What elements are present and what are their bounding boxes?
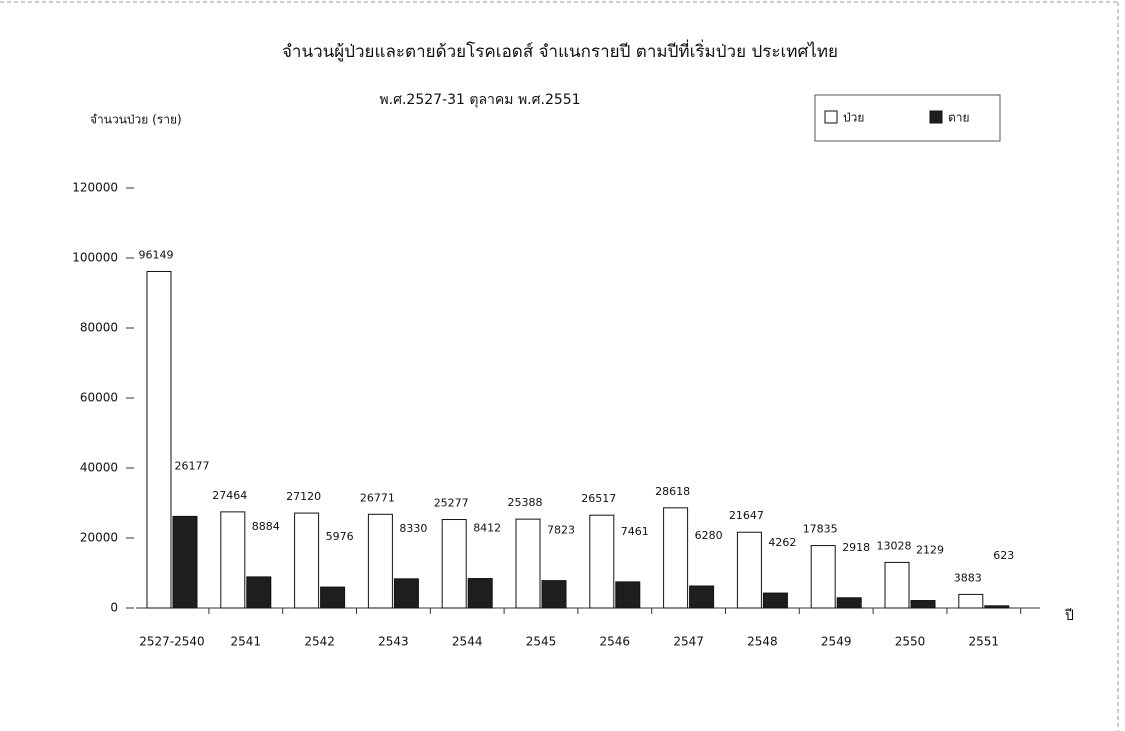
bar: [837, 598, 861, 608]
y-tick-label: 80000: [80, 321, 118, 335]
value-label: 8884: [252, 520, 280, 533]
bar: [542, 581, 566, 608]
value-label: 5976: [326, 530, 354, 543]
y-tick-label: 0: [110, 601, 118, 615]
legend-swatch: [825, 111, 837, 123]
bar: [468, 579, 492, 608]
value-label: 28618: [655, 485, 690, 498]
x-tick-label: 2541: [231, 635, 262, 649]
bar: [247, 577, 271, 608]
value-label: 7823: [547, 524, 575, 537]
value-label: 27120: [286, 490, 321, 503]
legend-label: ป่วย: [843, 111, 864, 125]
x-tick-label: 2527-2540: [139, 635, 204, 649]
x-tick-label: 2548: [747, 635, 778, 649]
value-label: 13028: [877, 539, 912, 552]
value-label: 21647: [729, 509, 764, 522]
y-axis-label: จำนวนป่วย (ราย): [90, 113, 182, 127]
value-label: 27464: [212, 489, 247, 502]
y-tick-label: 100000: [72, 251, 118, 265]
x-axis-label: ปี: [1065, 608, 1074, 624]
bar: [985, 606, 1009, 608]
value-label: 26517: [581, 492, 616, 505]
y-tick-label: 120000: [72, 181, 118, 195]
value-label: 2918: [842, 541, 870, 554]
x-tick-label: 2549: [821, 635, 852, 649]
bar: [394, 579, 418, 608]
bar: [690, 586, 714, 608]
bar: [221, 512, 245, 608]
legend-label: ตาย: [948, 111, 970, 125]
bar: [911, 601, 935, 608]
value-label: 3883: [954, 571, 982, 584]
value-label: 2129: [916, 544, 944, 557]
chart-title: จำนวนผู้ป่วยและตายด้วยโรคเอดส์ จำแนกรายป…: [282, 39, 838, 62]
bar: [368, 514, 392, 608]
value-label: 8330: [399, 522, 427, 535]
y-tick-label: 20000: [80, 531, 118, 545]
bar: [737, 532, 761, 608]
value-label: 26177: [175, 459, 210, 472]
bar: [811, 546, 835, 608]
y-tick-label: 60000: [80, 391, 118, 405]
x-tick-label: 2542: [304, 635, 335, 649]
bar: [173, 516, 197, 608]
bar: [590, 515, 614, 608]
x-tick-label: 2543: [378, 635, 409, 649]
value-label: 96149: [139, 248, 174, 261]
bar: [664, 508, 688, 608]
chart: จำนวนผู้ป่วยและตายด้วยโรคเอดส์ จำแนกรายป…: [0, 0, 1125, 731]
chart-subtitle: พ.ศ.2527-31 ตุลาคม พ.ศ.2551: [379, 92, 580, 108]
y-tick-label: 40000: [80, 461, 118, 475]
x-tick-label: 2546: [600, 635, 631, 649]
x-tick-label: 2547: [673, 635, 704, 649]
bar: [959, 594, 983, 608]
value-label: 4262: [768, 536, 796, 549]
bar: [321, 587, 345, 608]
value-label: 6280: [695, 529, 723, 542]
bar: [147, 271, 171, 608]
bar: [763, 593, 787, 608]
value-label: 25277: [434, 497, 469, 510]
x-tick-label: 2550: [895, 635, 926, 649]
x-tick-label: 2551: [969, 635, 1000, 649]
value-label: 8412: [473, 522, 501, 535]
value-label: 25388: [508, 496, 543, 509]
x-tick-label: 2544: [452, 635, 483, 649]
value-label: 623: [993, 549, 1014, 562]
bar: [442, 520, 466, 608]
legend-swatch: [930, 111, 942, 123]
value-label: 7461: [621, 525, 649, 538]
bar: [295, 513, 319, 608]
bar: [616, 582, 640, 608]
value-label: 17835: [803, 523, 838, 536]
bar: [885, 562, 909, 608]
value-label: 26771: [360, 491, 395, 504]
x-tick-label: 2545: [526, 635, 557, 649]
bar: [516, 519, 540, 608]
